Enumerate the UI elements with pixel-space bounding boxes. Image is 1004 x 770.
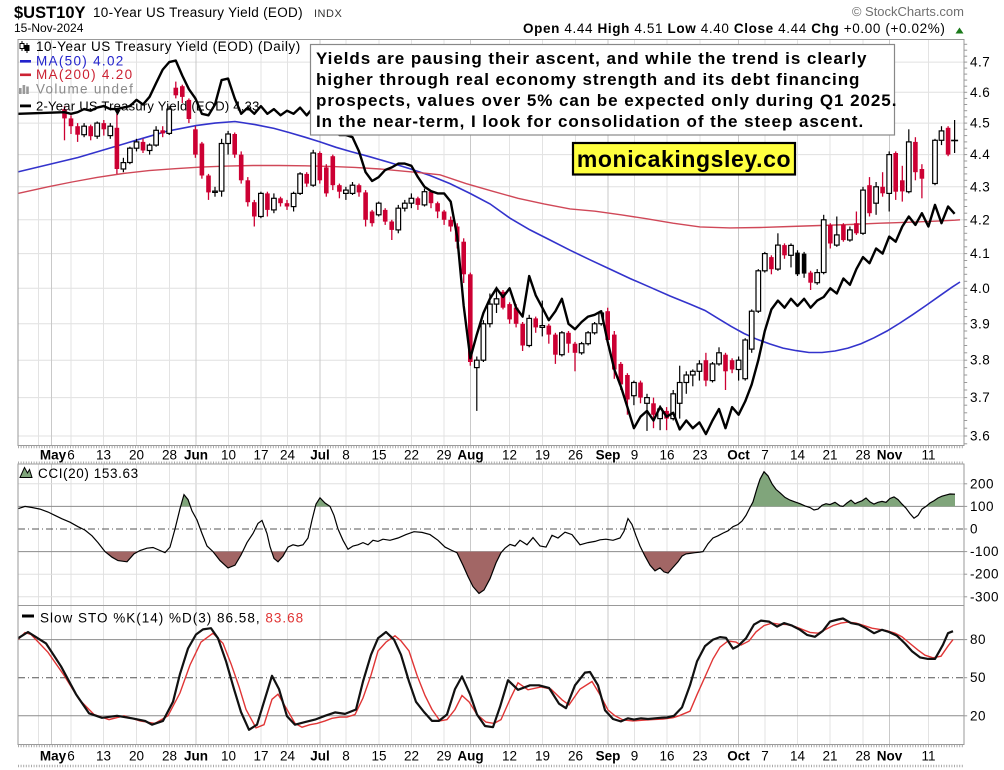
- svg-text:200: 200: [970, 476, 994, 491]
- svg-text:29: 29: [436, 749, 451, 764]
- svg-text:Open 4.44 High 4.51 Low 4.40 C: Open 4.44 High 4.51 Low 4.40 Close 4.44 …: [523, 21, 945, 36]
- svg-text:6: 6: [67, 448, 75, 463]
- svg-text:11: 11: [921, 749, 935, 764]
- svg-text:3.8: 3.8: [970, 353, 990, 368]
- svg-text:21: 21: [822, 749, 837, 764]
- svg-text:4.0: 4.0: [970, 281, 990, 296]
- svg-text:12: 12: [502, 749, 517, 764]
- svg-text:CCI(20) 153.63: CCI(20) 153.63: [38, 466, 139, 481]
- svg-text:3.6: 3.6: [970, 429, 990, 444]
- svg-text:4.4: 4.4: [970, 147, 990, 162]
- svg-text:20: 20: [129, 749, 144, 764]
- svg-text:0: 0: [970, 522, 978, 537]
- svg-text:28: 28: [162, 749, 177, 764]
- svg-text:13: 13: [96, 749, 111, 764]
- svg-text:Slow STO %K(14) %D(3) 86.58, 8: Slow STO %K(14) %D(3) 86.58, 83.68: [40, 611, 304, 626]
- svg-text:8: 8: [342, 749, 350, 764]
- svg-text:9: 9: [631, 448, 639, 463]
- svg-text:13: 13: [96, 448, 111, 463]
- svg-text:29: 29: [436, 448, 451, 463]
- svg-text:4.6: 4.6: [970, 85, 990, 100]
- svg-text:prospects, values over 5% can: prospects, values over 5% can be expecte…: [316, 91, 897, 110]
- svg-text:26: 26: [568, 749, 583, 764]
- svg-text:22: 22: [404, 749, 419, 764]
- svg-text:16: 16: [659, 749, 674, 764]
- svg-text:16: 16: [659, 448, 674, 463]
- svg-text:MA(50) 4.02: MA(50) 4.02: [36, 54, 125, 69]
- svg-text:10-Year US Treasury Yield (EOD: 10-Year US Treasury Yield (EOD): [93, 5, 303, 20]
- svg-text:6: 6: [67, 749, 75, 764]
- svg-text:7: 7: [761, 749, 769, 764]
- svg-text:3.9: 3.9: [970, 316, 990, 331]
- svg-text:monicakingsley.co: monicakingsley.co: [577, 146, 791, 172]
- svg-text:19: 19: [535, 749, 550, 764]
- svg-text:MA(200) 4.20: MA(200) 4.20: [36, 67, 133, 82]
- svg-text:3.7: 3.7: [970, 390, 990, 405]
- svg-text:11: 11: [921, 448, 935, 463]
- svg-text:In the near-term, I look for c: In the near-term, I look for consolidati…: [316, 112, 864, 131]
- svg-text:26: 26: [568, 448, 583, 463]
- svg-text:-100: -100: [970, 544, 999, 559]
- svg-text:22: 22: [404, 448, 419, 463]
- svg-text:10: 10: [221, 749, 236, 764]
- svg-text:21: 21: [822, 448, 837, 463]
- svg-text:28: 28: [162, 448, 177, 463]
- svg-text:20: 20: [129, 448, 144, 463]
- svg-text:Nov: Nov: [877, 448, 903, 463]
- svg-text:Jun: Jun: [184, 448, 208, 463]
- svg-text:Oct: Oct: [727, 749, 750, 764]
- svg-text:$UST10Y: $UST10Y: [14, 4, 86, 22]
- svg-text:9: 9: [631, 749, 639, 764]
- svg-text:Sep: Sep: [596, 749, 621, 764]
- svg-text:May: May: [40, 448, 67, 463]
- svg-text:Yields are pausing their ascen: Yields are pausing their ascent, and whi…: [316, 49, 867, 68]
- svg-text:May: May: [40, 749, 67, 764]
- svg-text:4.1: 4.1: [970, 246, 990, 261]
- svg-text:17: 17: [253, 448, 268, 463]
- svg-text:-200: -200: [970, 567, 999, 582]
- svg-text:2-Year US Treasury Yield (EOD): 2-Year US Treasury Yield (EOD) 4.33: [36, 99, 260, 114]
- svg-text:14: 14: [790, 448, 806, 463]
- svg-text:15: 15: [371, 749, 386, 764]
- svg-text:24: 24: [280, 448, 296, 463]
- svg-text:© StockCharts.com: © StockCharts.com: [852, 4, 964, 19]
- svg-text:24: 24: [280, 749, 296, 764]
- svg-text:4.3: 4.3: [970, 179, 990, 194]
- svg-text:23: 23: [692, 448, 707, 463]
- svg-text:-300: -300: [970, 589, 999, 604]
- svg-text:Jul: Jul: [310, 749, 330, 764]
- svg-text:100: 100: [970, 499, 994, 514]
- svg-text:4.7: 4.7: [970, 55, 990, 70]
- svg-text:Aug: Aug: [457, 448, 483, 463]
- svg-text:28: 28: [855, 749, 870, 764]
- svg-text:Oct: Oct: [727, 448, 750, 463]
- svg-text:4.2: 4.2: [970, 212, 990, 227]
- svg-text:Aug: Aug: [457, 749, 483, 764]
- svg-text:7: 7: [761, 448, 769, 463]
- svg-text:20: 20: [970, 708, 986, 723]
- svg-text:50: 50: [970, 670, 986, 685]
- svg-text:Jun: Jun: [184, 749, 208, 764]
- svg-text:higher through real economy st: higher through real economy strength and…: [316, 70, 860, 89]
- svg-text:15-Nov-2024: 15-Nov-2024: [14, 21, 84, 35]
- svg-text:Volume undef: Volume undef: [36, 82, 134, 97]
- svg-text:15: 15: [371, 448, 386, 463]
- svg-text:4.5: 4.5: [970, 116, 990, 131]
- svg-text:14: 14: [790, 749, 806, 764]
- svg-text:23: 23: [692, 749, 707, 764]
- svg-text:Sep: Sep: [596, 448, 621, 463]
- svg-text:Jul: Jul: [310, 448, 330, 463]
- svg-text:INDX: INDX: [314, 8, 342, 20]
- svg-text:10-Year US Treasury Yield (EOD: 10-Year US Treasury Yield (EOD) (Daily): [36, 39, 301, 54]
- svg-text:19: 19: [535, 448, 550, 463]
- svg-text:80: 80: [970, 632, 986, 647]
- svg-text:10: 10: [221, 448, 236, 463]
- svg-text:8: 8: [342, 448, 350, 463]
- svg-text:12: 12: [502, 448, 517, 463]
- svg-text:Nov: Nov: [877, 749, 903, 764]
- svg-text:17: 17: [253, 749, 268, 764]
- svg-text:28: 28: [855, 448, 870, 463]
